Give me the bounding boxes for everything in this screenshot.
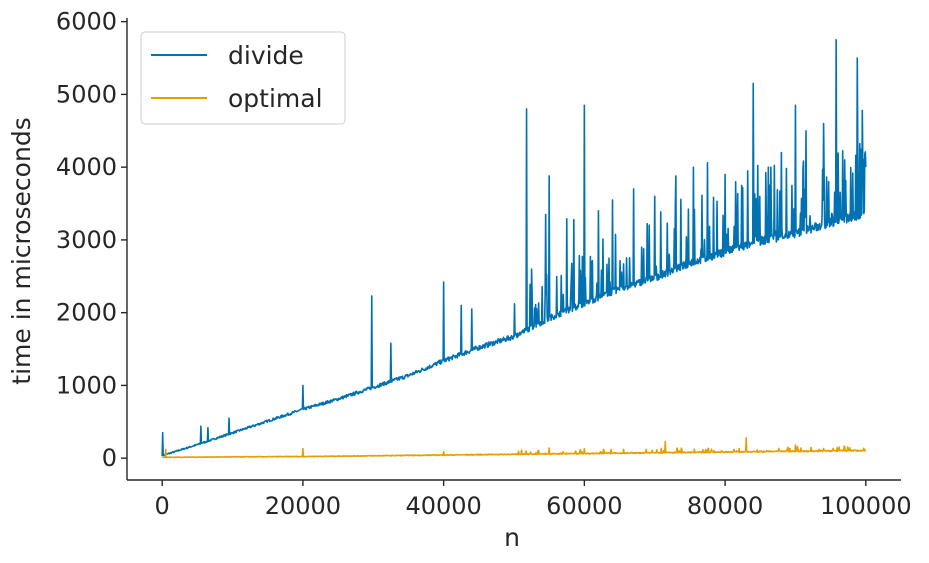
y-tick-label: 4000 bbox=[56, 153, 117, 181]
x-tick-label: 80000 bbox=[687, 492, 763, 520]
legend-label-optimal: optimal bbox=[228, 84, 323, 113]
series-line-divide bbox=[161, 39, 867, 457]
legend-label-divide: divide bbox=[228, 41, 304, 70]
y-axis-title: time in microseconds bbox=[7, 117, 36, 384]
x-axis-title: n bbox=[504, 523, 520, 552]
y-tick-label: 5000 bbox=[56, 80, 117, 108]
x-tick-label: 100000 bbox=[820, 492, 912, 520]
ticks-layer: 0 20000 40000 60000 80000 100000 0 1000 2000 3000… bbox=[56, 8, 912, 520]
series-layer bbox=[161, 39, 867, 459]
y-tick-label: 2000 bbox=[56, 299, 117, 327]
x-tick-label: 40000 bbox=[405, 492, 481, 520]
series-line-optimal bbox=[161, 437, 867, 459]
x-tick-label: 60000 bbox=[546, 492, 622, 520]
x-tick-label: 0 bbox=[155, 492, 170, 520]
legend: divide optimal bbox=[140, 31, 346, 125]
y-tick-label: 3000 bbox=[56, 226, 117, 254]
y-tick-label: 0 bbox=[102, 444, 117, 472]
y-tick-label: 1000 bbox=[56, 371, 117, 399]
x-tick-label: 20000 bbox=[265, 492, 341, 520]
y-tick-label: 6000 bbox=[56, 8, 117, 36]
